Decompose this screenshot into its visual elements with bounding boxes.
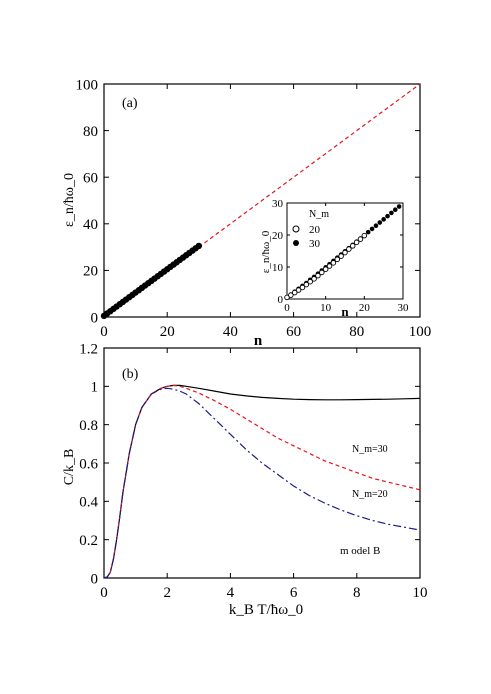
panel-a-xtick-label: 60 xyxy=(286,324,301,340)
panel-a-frame xyxy=(103,83,421,318)
inset-point-30 xyxy=(365,229,371,235)
panel-a-xlabel: n xyxy=(254,333,263,349)
panel-a-ytick-label: 0 xyxy=(91,310,99,326)
inset-point-30 xyxy=(373,223,379,229)
inset-ticks: 0 10 20 30 0 10 20 30 xyxy=(272,198,409,314)
panel-a-ytick-label: 20 xyxy=(83,264,98,280)
inset-point-20 xyxy=(342,249,348,256)
panel-a-ytick-label: 100 xyxy=(76,77,99,93)
inset-point-20 xyxy=(334,256,341,263)
panel-b-annotation-nm20: N_m=20 xyxy=(352,489,388,500)
panel-b-plot-area xyxy=(103,384,421,579)
inset-point-20 xyxy=(303,281,310,288)
inset-point-20 xyxy=(291,289,298,296)
inset-legend-marker-open xyxy=(292,225,300,233)
panel-a-ytick-label: 60 xyxy=(83,170,98,186)
panel-b-ytick-label: 0.4 xyxy=(79,495,98,511)
inset-point-20 xyxy=(319,269,325,276)
panel-b-xlabel: k_B T/ħω_0 xyxy=(229,602,303,618)
panel-b-label: (b) xyxy=(122,367,139,382)
inset-xlabel: n xyxy=(341,304,349,319)
panel-b-xtick-label: 10 xyxy=(413,585,428,601)
panel-a-inset: 0 10 20 30 0 10 20 30 n ε_n/ħω_0 N_m 20 30 xyxy=(260,198,409,319)
inset-point-30 xyxy=(396,204,402,209)
panel-b-annotation-nm30: N_m=30 xyxy=(352,444,388,455)
inset-point-20 xyxy=(338,253,344,259)
inset-xtick-label: 10 xyxy=(320,302,332,314)
inset-point-20 xyxy=(307,278,313,285)
inset-ylabel: ε_n/ħω_0 xyxy=(260,230,272,273)
panel-b-xtick-label: 2 xyxy=(163,585,171,601)
inset-point-30 xyxy=(377,220,383,225)
panel-b-ylabel: C/k_B xyxy=(62,449,77,486)
inset-point-20 xyxy=(322,266,329,272)
panel-b: 0 2 4 6 8 10 0 0.2 0.4 0.6 0.8 1 1.2 (b) N_m=30 N_m=… xyxy=(62,341,428,618)
panel-b-xtick-label: 0 xyxy=(100,585,108,601)
panel-b-xtick-label: 4 xyxy=(227,585,235,601)
inset-xtick-label: 0 xyxy=(284,302,290,314)
panel-a-xtick-label: 80 xyxy=(349,324,364,340)
panel-a-label: (a) xyxy=(122,96,138,111)
inset-point-20 xyxy=(330,260,337,266)
panel-a-dashed-line xyxy=(198,83,421,248)
inset-point-20 xyxy=(346,246,352,252)
inset-legend-label-30: 30 xyxy=(309,238,321,250)
inset-point-30 xyxy=(385,213,390,219)
inset-point-30 xyxy=(392,207,398,213)
panel-a-ylabel: ε_n/ħω_0 xyxy=(62,173,77,227)
inset-point-20 xyxy=(288,292,294,298)
panel-a-xtick-label: 20 xyxy=(160,324,175,340)
inset-point-20 xyxy=(311,276,317,282)
panel-a-xtick-label: 100 xyxy=(409,324,432,340)
inset-point-20 xyxy=(295,287,302,293)
panel-a-ytick-label: 40 xyxy=(83,217,98,233)
inset-point-20 xyxy=(326,263,333,269)
panel-a-plot-area xyxy=(100,83,421,320)
panel-b-ytick-label: 1.2 xyxy=(79,341,98,357)
inset-point-20 xyxy=(315,272,321,279)
inset-ytick-label: 20 xyxy=(272,230,284,242)
inset-point-30 xyxy=(389,210,394,216)
inset-point-20 xyxy=(349,243,356,249)
inset-ytick-label: 0 xyxy=(278,294,284,306)
panel-b-ytick-label: 0.2 xyxy=(79,533,98,549)
panel-b-ytick-label: 1 xyxy=(91,380,99,396)
panel-b-xtick-label: 6 xyxy=(290,585,298,601)
panel-b-xtick-label: 8 xyxy=(353,585,361,601)
panel-b-ytick-label: 0.8 xyxy=(79,418,98,434)
inset-legend-marker-filled xyxy=(293,240,299,246)
panel-a-xtick-label: 40 xyxy=(223,324,238,340)
inset-plot-area xyxy=(284,204,402,301)
panel-b-ytick-label: 0.6 xyxy=(79,456,98,472)
inset-point-20 xyxy=(299,284,306,291)
panel-a-point xyxy=(195,242,202,250)
panel-b-curve-nm20 xyxy=(103,387,421,579)
inset-xtick-label: 20 xyxy=(359,302,371,314)
panel-b-annotation-model: m odel B xyxy=(340,545,380,557)
inset-point-30 xyxy=(381,217,386,222)
inset-point-30 xyxy=(369,226,375,232)
inset-legend-title: N_m xyxy=(309,209,329,220)
inset-point-20 xyxy=(361,232,368,239)
panel-b-ytick-label: 0 xyxy=(91,571,99,587)
panel-b-ticks: 0 2 4 6 8 10 0 0.2 0.4 0.6 0.8 1 1.2 xyxy=(79,341,427,601)
panel-b-frame xyxy=(103,347,421,579)
inset-legend-label-20: 20 xyxy=(309,224,321,236)
inset-point-20 xyxy=(357,236,364,242)
inset-ytick-label: 10 xyxy=(272,262,284,274)
panel-a-ytick-label: 80 xyxy=(83,124,98,140)
inset-ytick-label: 30 xyxy=(272,198,284,210)
panel-a-xtick-label: 0 xyxy=(100,324,108,340)
inset-xtick-label: 30 xyxy=(398,302,410,314)
inset-point-20 xyxy=(353,239,360,246)
